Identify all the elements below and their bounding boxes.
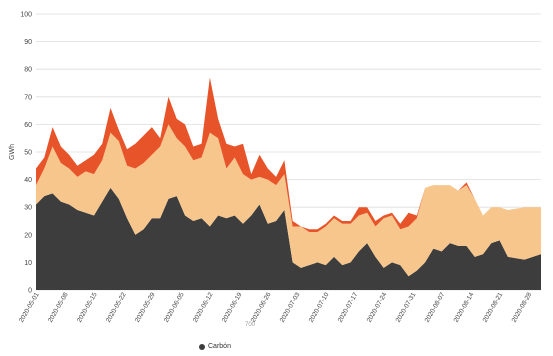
x-tick-label: 2020-08-21 (482, 291, 505, 324)
y-tick-label: 60 (24, 122, 32, 129)
area-series-1 (36, 124, 541, 277)
y-tick-label: 70 (24, 94, 32, 101)
stray-label: 700 (245, 322, 256, 328)
y-tick-label: 40 (24, 177, 32, 184)
area-series (36, 77, 541, 290)
x-tick-label: 2020-07-17 (337, 291, 360, 324)
x-tick-label: 2020-07-10 (308, 291, 331, 324)
legend-swatch-carbon (199, 343, 205, 350)
x-tick-label: 2020-06-19 (221, 291, 244, 324)
y-tick-label: 80 (24, 67, 32, 74)
x-tick-label: 2020-07-31 (395, 291, 418, 324)
legend-label-carbon: Carbón (208, 343, 231, 350)
x-tick-label: 2020-06-26 (250, 291, 273, 324)
y-tick-label: 90 (24, 39, 32, 46)
x-tick-label: 2020-08-07 (424, 291, 447, 324)
area-series-2 (36, 77, 541, 233)
x-tick-label: 2020-08-28 (511, 291, 534, 324)
x-tick-label: 2020-05-22 (105, 291, 128, 324)
y-tick-label: 100 (20, 12, 32, 19)
y-axis-ticks: 0 10 20 30 40 50 60 70 80 90 100 (20, 12, 32, 295)
area-series-0 (36, 187, 541, 290)
x-tick-label: 2020-06-12 (192, 291, 215, 324)
x-tick-label: 2020-05-29 (134, 291, 157, 324)
x-axis-ticks: 2020-05-01 2020-05-08 2020-05-15 2020-05-22… (18, 291, 533, 324)
y-tick-label: 0 (28, 288, 32, 295)
y-tick-label: 20 (24, 232, 32, 239)
x-tick-label: 2020-05-01 (18, 291, 41, 324)
y-tick-label: 10 (24, 260, 32, 267)
x-tick-label: 2020-07-24 (366, 291, 389, 324)
y-tick-label: 50 (24, 150, 32, 157)
x-tick-label: 2020-05-08 (47, 291, 70, 324)
x-tick-label: 2020-08-14 (453, 291, 476, 324)
x-tick-label: 2020-07-03 (279, 291, 302, 324)
x-tick-label: 2020-06-05 (163, 291, 186, 324)
x-tick-label: 2020-05-15 (76, 291, 99, 324)
y-axis-label: GWh (9, 144, 16, 160)
y-tick-label: 30 (24, 205, 32, 212)
legend: Carbón (199, 343, 231, 350)
